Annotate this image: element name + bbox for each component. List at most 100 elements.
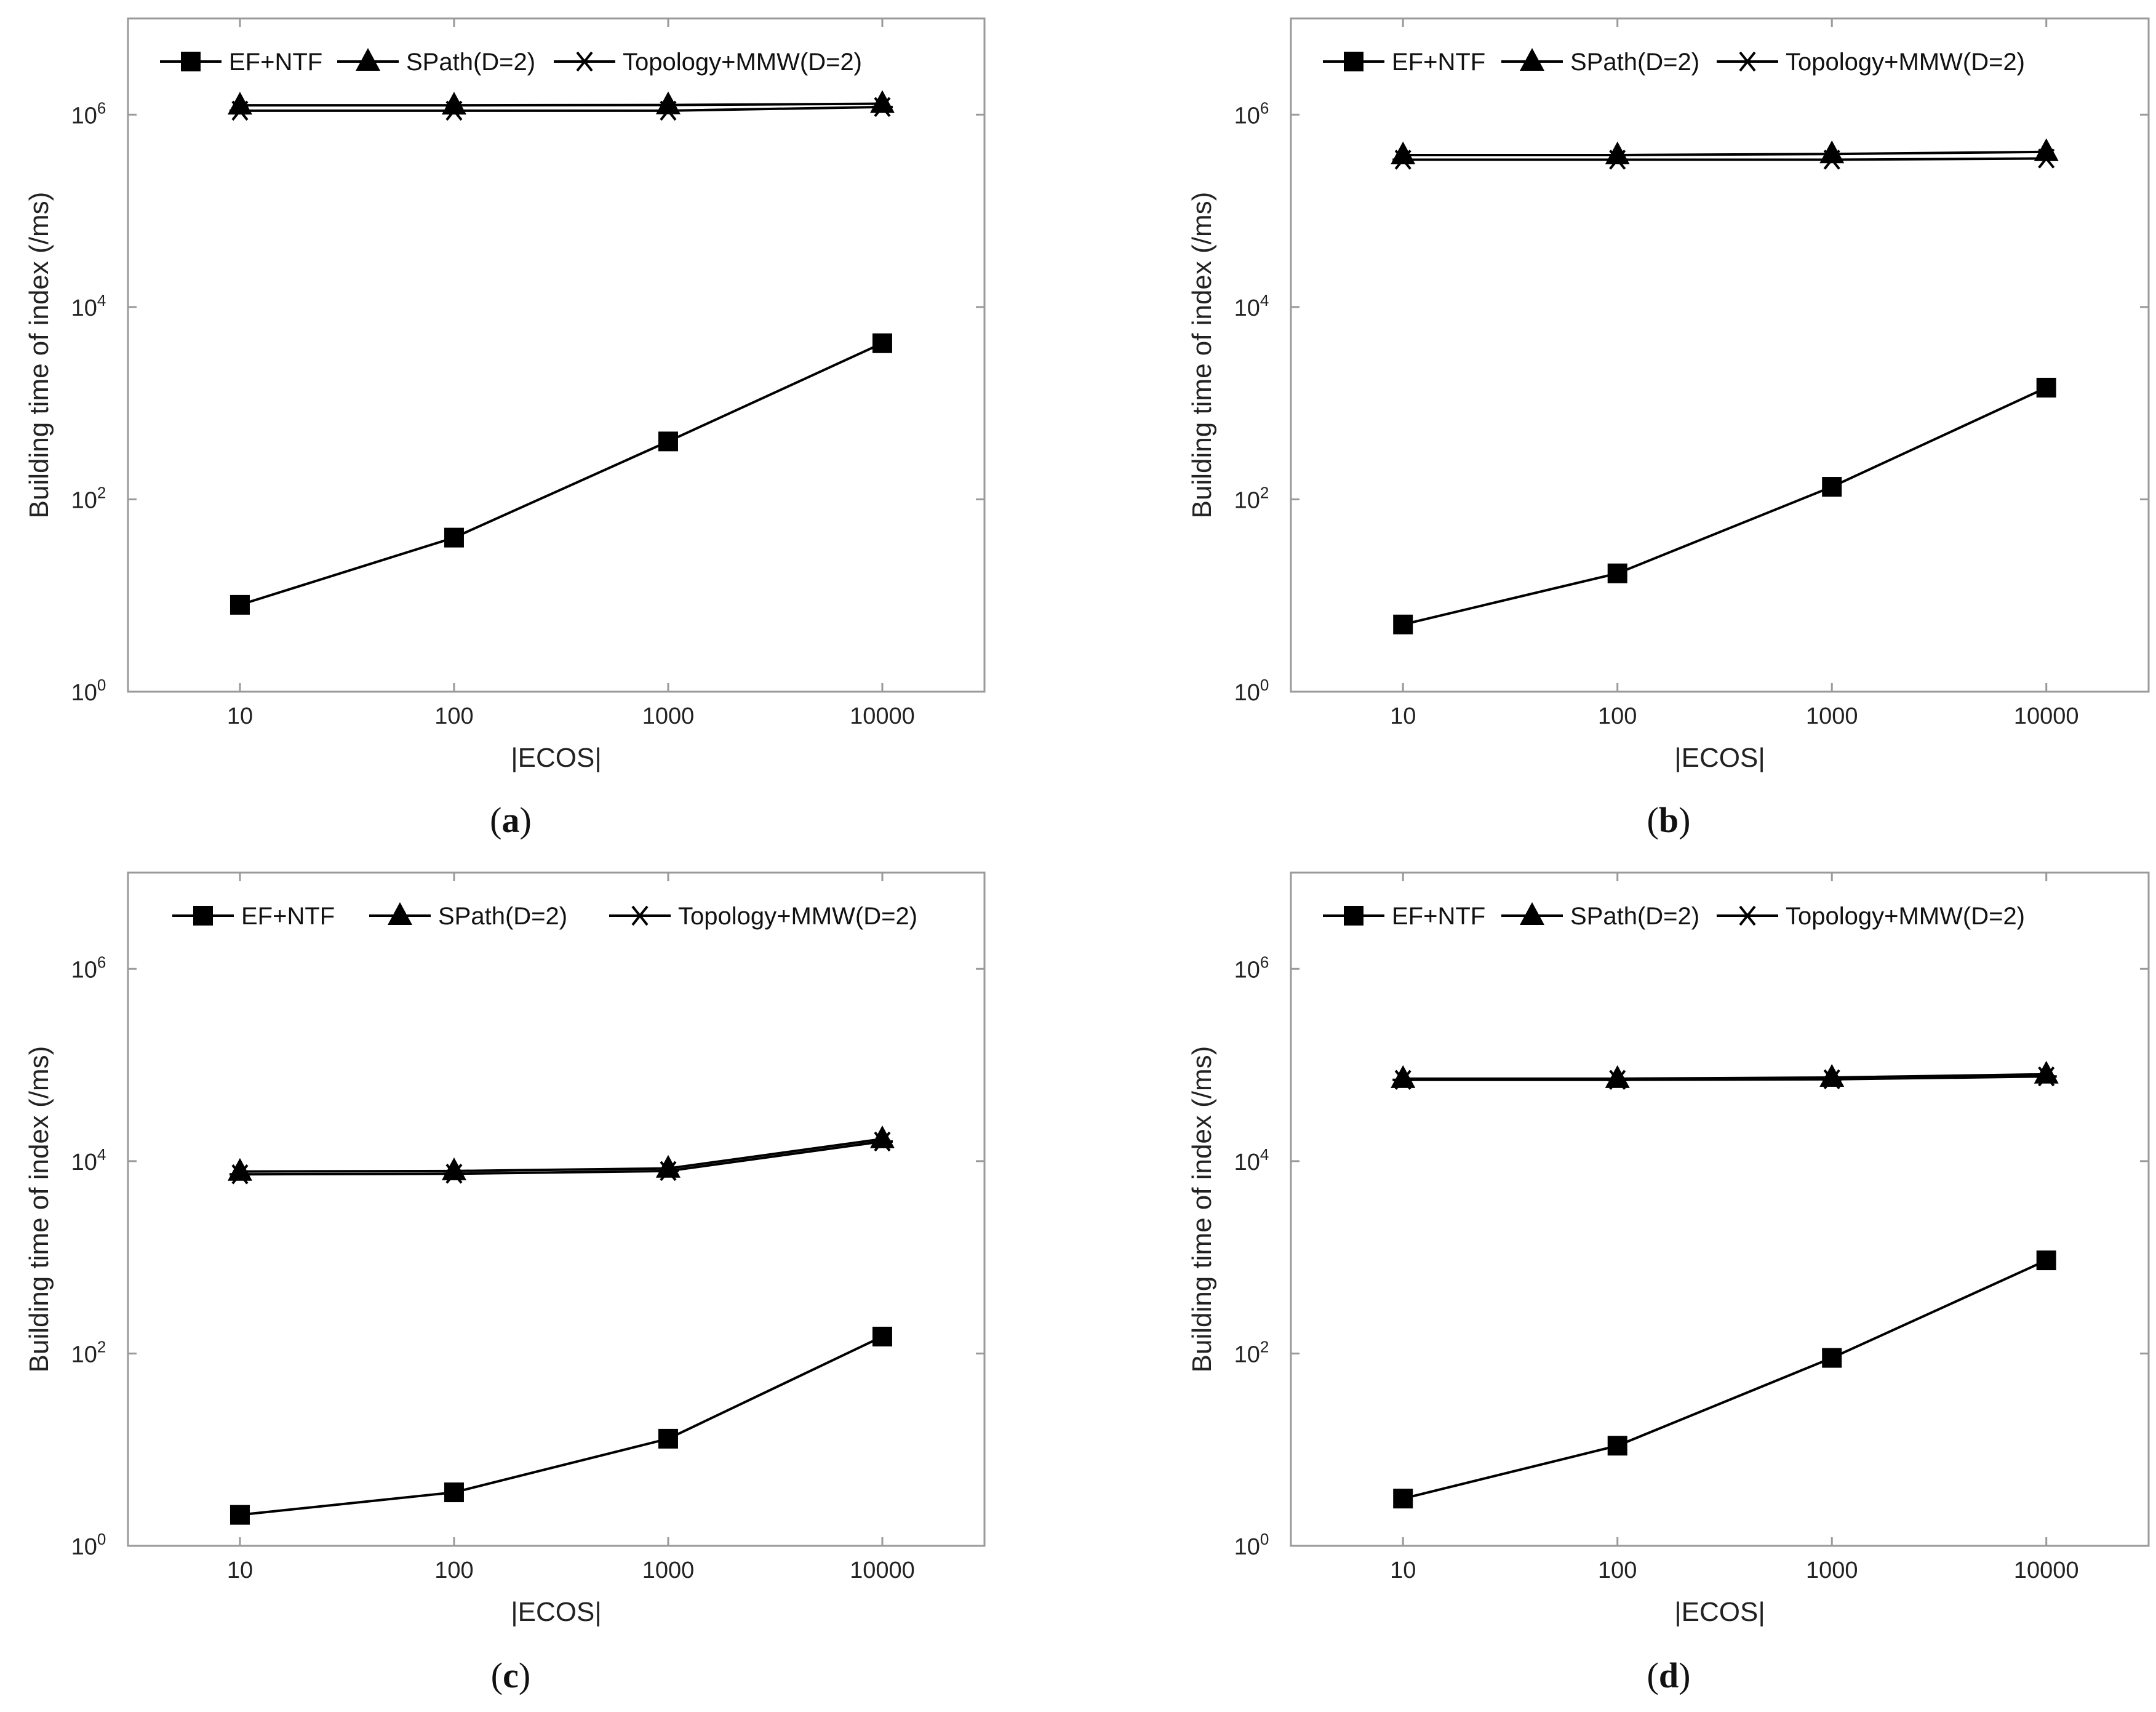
x-tick-label: 1000 (1806, 703, 1858, 729)
panel-caption: (a) (490, 800, 532, 840)
series-square (230, 1326, 892, 1525)
legend-marker-triangle (1520, 48, 1544, 71)
panel-caption-open: ( (490, 800, 501, 840)
y-axis-label: Building time of index (/ms) (1187, 192, 1217, 519)
data-point-star (1607, 150, 1628, 170)
legend: EF+NTF SPath(D=2) Topology+MMW(D=2) (1323, 902, 2025, 930)
legend-marker-triangle (388, 902, 412, 925)
data-point-star (657, 1161, 679, 1182)
panel-caption-open: ( (1647, 800, 1659, 840)
y-tick-exponent: 4 (1260, 1145, 1269, 1164)
x-tick-label: 100 (1598, 703, 1637, 729)
y-tick-label: 100 (71, 676, 106, 706)
panel-caption-letter: d (1659, 1655, 1679, 1695)
data-point-square (2036, 377, 2056, 398)
series-line (1402, 386, 2047, 626)
data-point-square (2036, 1250, 2056, 1271)
legend-marker-square (1344, 52, 1363, 71)
legend-marker-square (193, 906, 213, 926)
legend-marker-triangle (356, 48, 380, 71)
y-tick-base: 10 (1234, 1534, 1260, 1560)
series-line (1402, 1259, 2047, 1500)
chart-panel-c: 10 100 1000 10000100102104106|ECOS|Building… (24, 871, 986, 1695)
plot-frame (127, 871, 986, 1547)
series-line (1403, 157, 2046, 161)
data-point-square (444, 527, 464, 548)
data-point-triangle (441, 1157, 466, 1180)
y-tick-exponent: 0 (97, 676, 106, 694)
series-star (229, 1131, 893, 1185)
data-point-triangle (2034, 138, 2059, 161)
panel-caption-letter: c (503, 1655, 519, 1695)
series-line (239, 102, 882, 107)
data-point-star (871, 97, 893, 118)
series-square (1393, 1250, 2056, 1509)
panel-caption-close: ) (1679, 1655, 1690, 1695)
y-tick-label: 104 (71, 291, 106, 321)
data-point-star (2035, 1066, 2057, 1087)
legend-label: SPath(D=2) (1570, 49, 1699, 76)
y-tick-exponent: 0 (97, 1530, 106, 1548)
x-tick-label: 10000 (2014, 703, 2079, 729)
data-point-triangle (869, 1125, 895, 1148)
plot-frame (1290, 871, 2150, 1547)
y-axis-label: Building time of index (/ms) (1187, 1046, 1217, 1373)
y-tick-label: 104 (71, 1145, 106, 1175)
data-point-triangle (441, 92, 466, 115)
x-tick-label: 1000 (1806, 1558, 1858, 1583)
y-axis-label: Building time of index (/ms) (24, 1046, 54, 1373)
data-point-star (1821, 150, 1843, 170)
series-line (239, 105, 882, 112)
data-point-triangle (869, 90, 895, 113)
y-tick-exponent: 0 (1260, 676, 1269, 694)
y-tick-base: 10 (71, 957, 97, 983)
y-tick-base: 10 (1234, 1150, 1260, 1175)
series-line (1403, 1075, 2046, 1081)
y-tick-label: 106 (71, 98, 106, 129)
panel-caption-letter: a (502, 800, 520, 840)
legend-label: Topology+MMW(D=2) (623, 49, 862, 76)
y-tick-label: 104 (1234, 1145, 1269, 1175)
y-tick-exponent: 2 (97, 483, 106, 502)
y-tick-exponent: 4 (97, 1145, 106, 1164)
legend: EF+NTF SPath(D=2) Topology+MMW(D=2) (160, 48, 862, 76)
series-star (1392, 148, 2057, 170)
data-point-square (1393, 1489, 1413, 1509)
y-tick-label: 100 (1234, 676, 1269, 706)
legend-marker-square (1344, 906, 1363, 926)
data-point-triangle (1819, 140, 1845, 164)
y-tick-label: 102 (71, 1337, 106, 1367)
series-line (239, 1140, 883, 1176)
x-tick-label: 100 (1598, 1558, 1637, 1583)
series-triangle (1391, 1060, 2059, 1088)
y-tick-exponent: 6 (97, 953, 106, 971)
y-tick-label: 106 (71, 953, 106, 983)
data-point-star (1607, 1070, 1628, 1090)
series-line (239, 342, 883, 606)
x-tick-label: 10 (227, 703, 253, 729)
series-line (239, 1137, 883, 1173)
y-tick-label: 106 (1234, 953, 1269, 983)
legend-label: SPath(D=2) (1570, 903, 1699, 930)
y-tick-label: 102 (71, 483, 106, 513)
y-tick-label: 100 (71, 1530, 106, 1560)
panel-caption: (b) (1647, 800, 1691, 840)
x-tick-label: 10000 (850, 703, 915, 729)
legend-label: EF+NTF (241, 903, 335, 930)
series-star (1392, 1066, 2057, 1090)
x-tick-label: 10 (1390, 703, 1416, 729)
plot-frame (1290, 17, 2150, 693)
data-point-star (1392, 150, 1414, 170)
y-tick-exponent: 6 (1260, 98, 1269, 117)
x-tick-label: 1000 (642, 1558, 695, 1583)
data-point-square (1607, 563, 1627, 583)
y-tick-base: 10 (71, 103, 97, 129)
data-point-star (1392, 1070, 1414, 1090)
y-tick-exponent: 4 (1260, 291, 1269, 310)
data-point-star (1821, 1069, 1843, 1090)
series-line (239, 1335, 883, 1516)
data-point-triangle (1391, 1065, 1416, 1088)
y-tick-base: 10 (71, 1150, 97, 1175)
y-tick-base: 10 (71, 487, 97, 513)
y-tick-base: 10 (71, 295, 97, 321)
